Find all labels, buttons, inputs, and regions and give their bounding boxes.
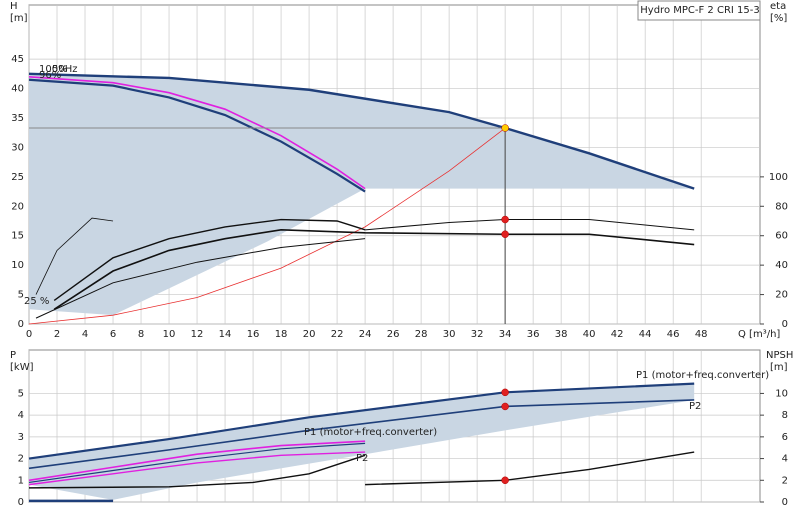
x-tick-label: 36	[527, 329, 540, 340]
y2-tick-label: 8	[782, 410, 788, 421]
x-tick-label: 6	[110, 329, 116, 340]
x-tick-label: 20	[303, 329, 316, 340]
y-tick-label: 15	[11, 231, 24, 242]
x-tick-label: 28	[415, 329, 428, 340]
y-tick-label: 1	[18, 475, 24, 486]
duty-point	[501, 388, 509, 397]
y2-axis-label: eta	[770, 1, 786, 12]
duty-point	[501, 124, 509, 132]
y2-tick-label: 20	[775, 290, 788, 301]
y2-tick-label: 0	[782, 497, 788, 508]
duty-point	[501, 402, 509, 411]
x-tick-label: 44	[639, 329, 652, 340]
x-tick-label: 34	[499, 329, 512, 340]
y-tick-label: 45	[11, 54, 24, 65]
y2-tick-label: 2	[782, 475, 788, 486]
annotation: P2	[689, 401, 701, 412]
x-tick-label: 24	[359, 329, 372, 340]
curve	[365, 451, 695, 486]
x-tick-label: 2	[54, 329, 60, 340]
y-tick-label: 20	[11, 201, 24, 212]
y2-tick-label: 60	[775, 231, 788, 242]
x-tick-label: 30	[443, 329, 456, 340]
y2-tick-label: 6	[782, 432, 788, 443]
curve	[35, 238, 366, 319]
x-tick-label: 0	[26, 329, 32, 340]
y-tick-label: 5	[18, 290, 24, 301]
y-tick-label: 0	[18, 497, 24, 508]
curve	[28, 382, 695, 460]
x-tick-label: 12	[191, 329, 204, 340]
y-tick-label: 3	[18, 432, 24, 443]
y2-tick-label: 0	[782, 319, 788, 330]
y-axis-label: H	[10, 1, 18, 12]
y-tick-label: 35	[11, 113, 24, 124]
y2-tick-label: 80	[775, 201, 788, 212]
y-axis-label: P	[10, 350, 16, 361]
curve	[28, 454, 366, 489]
x-tick-label: 22	[331, 329, 344, 340]
x-axis-label: Q [m³/h]	[738, 329, 780, 340]
y2-tick-label: 40	[775, 260, 788, 271]
y2-tick-label: 10	[775, 388, 788, 399]
curve	[28, 451, 366, 486]
annotation: P1 (motor+freq.converter)	[304, 427, 437, 438]
curve	[35, 217, 114, 295]
x-tick-label: 4	[82, 329, 88, 340]
duty-point	[501, 215, 509, 224]
curve	[53, 218, 366, 302]
y-tick-label: 30	[11, 142, 24, 153]
x-tick-label: 40	[583, 329, 596, 340]
x-tick-label: 8	[138, 329, 144, 340]
x-tick-label: 32	[471, 329, 484, 340]
annotation: 50Hz	[52, 64, 78, 75]
curve	[28, 440, 366, 482]
y2-axis-label: NPSH	[766, 350, 793, 361]
title-box	[637, 0, 761, 21]
chart-title: Hydro MPC-F 2 CRI 15-3	[640, 5, 759, 16]
x-tick-label: 16	[247, 329, 260, 340]
curve	[53, 229, 695, 310]
x-tick-label: 38	[555, 329, 568, 340]
curve	[28, 76, 366, 190]
y-axis-unit: [m]	[10, 13, 28, 24]
curve	[28, 72, 695, 190]
y-axis-unit: [kW]	[10, 362, 34, 373]
x-tick-label: 18	[275, 329, 288, 340]
y2-tick-label: 100	[769, 172, 788, 183]
y-tick-label: 25	[11, 172, 24, 183]
duty-point	[501, 230, 509, 238]
duty-point	[501, 476, 509, 485]
x-tick-label: 42	[611, 329, 624, 340]
y2-tick-label: 4	[782, 454, 788, 465]
y-tick-label: 2	[18, 454, 24, 465]
curve	[28, 442, 366, 484]
annotation: P1 (motor+freq.converter)	[636, 370, 769, 381]
y-tick-label: 40	[11, 84, 24, 95]
y2-axis-unit: [%]	[770, 13, 787, 24]
range-area	[29, 73, 695, 316]
curve	[28, 127, 506, 325]
y2-axis-unit: [m]	[770, 362, 788, 373]
x-tick-label: 14	[219, 329, 232, 340]
curve	[28, 399, 695, 470]
x-tick-label: 10	[163, 329, 176, 340]
x-tick-label: 26	[387, 329, 400, 340]
annotation: 96%	[39, 70, 61, 81]
annotation: P2	[356, 453, 368, 464]
y-tick-label: 0	[18, 319, 24, 330]
annotation: 100%	[39, 64, 68, 75]
x-tick-label: 48	[695, 329, 708, 340]
annotation: 25 %	[24, 296, 49, 307]
y-tick-label: 4	[18, 410, 24, 421]
y-tick-label: 10	[11, 260, 24, 271]
curve	[28, 78, 366, 193]
y-tick-label: 5	[18, 388, 24, 399]
x-tick-label: 46	[667, 329, 680, 340]
